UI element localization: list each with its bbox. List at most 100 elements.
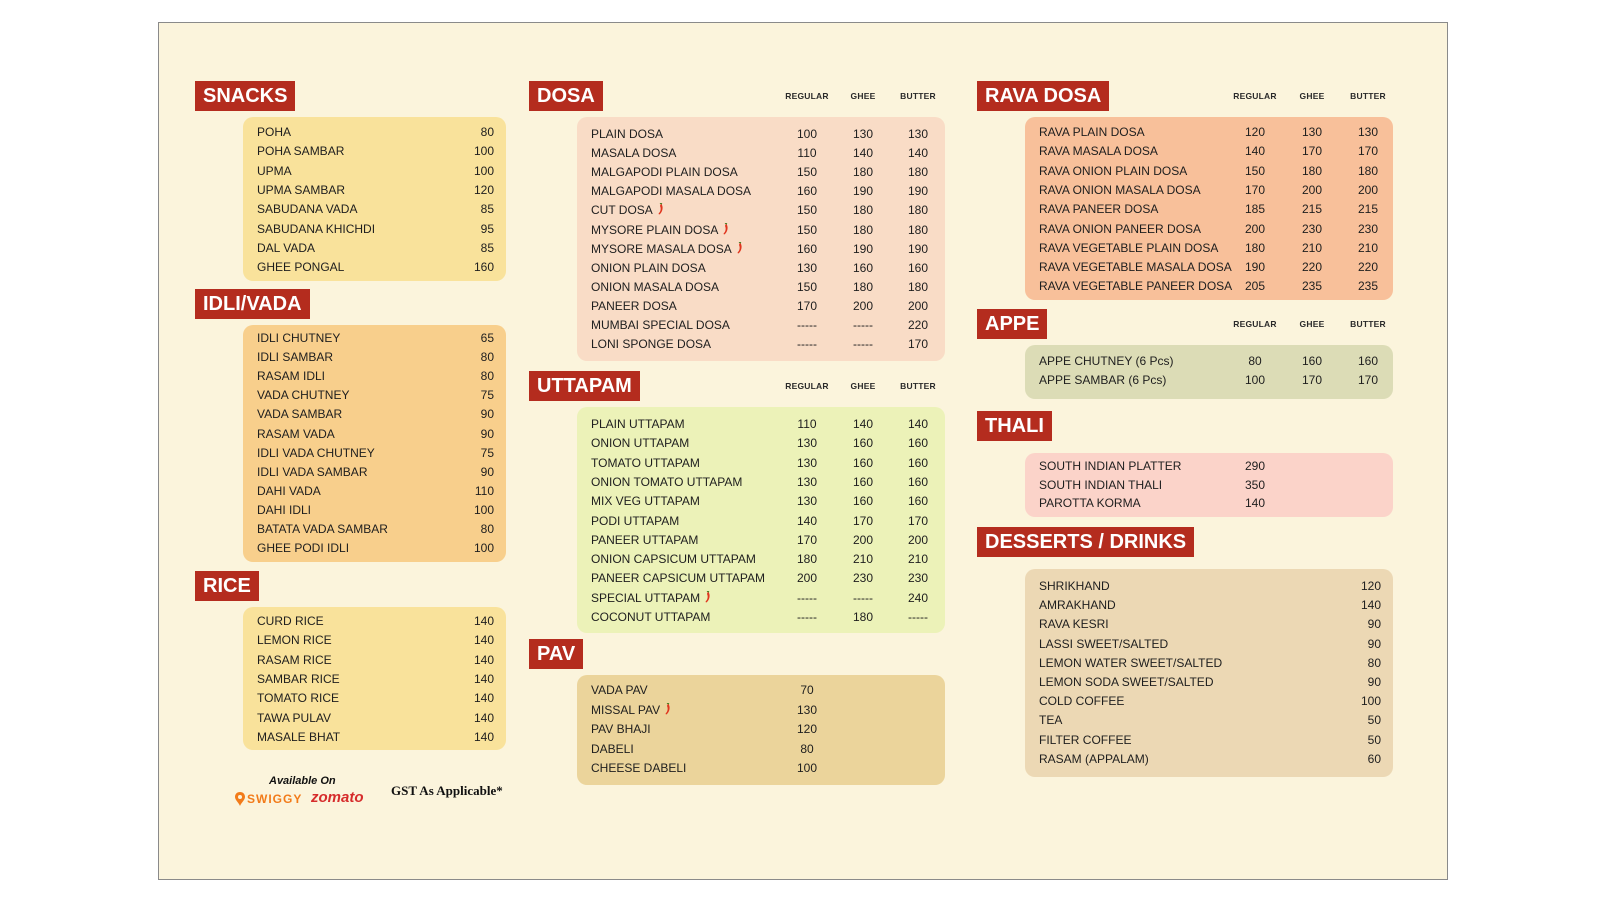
list-item: DAL VADA 85 — [243, 239, 506, 258]
item-name: PAV BHAJI — [591, 722, 651, 736]
swiggy-icon — [235, 792, 245, 811]
price-regular: 185 — [1244, 202, 1266, 217]
price-ghee: ----- — [853, 590, 873, 605]
item-name: LEMON WATER SWEET/SALTED — [1039, 655, 1223, 670]
item-name: TAWA PULAV — [257, 710, 332, 725]
item-name-wrap: RAVA ONION PLAIN DOSA — [1039, 162, 1187, 181]
price-ghee: 130 — [852, 127, 874, 141]
item-price: 85 — [480, 240, 494, 255]
list-item: MYSORE PLAIN DOSA 150 180 180 — [577, 221, 945, 240]
gst-note: GST As Applicable* — [391, 783, 503, 798]
price-ghee: 180 — [852, 222, 874, 237]
item-name: IDLI CHUTNEY — [257, 331, 341, 345]
price-butter: 180 — [907, 165, 929, 180]
item-name: DABELI — [591, 741, 634, 756]
price-regular: 170 — [1244, 182, 1266, 197]
price-butter: 220 — [907, 318, 929, 332]
list-item: RASAM VADA 90 — [243, 425, 506, 444]
price-regular: 150 — [796, 222, 818, 237]
item-name: FILTER COFFEE — [1039, 732, 1132, 747]
list-item: PAROTTA KORMA 140 — [1025, 494, 1393, 513]
uttapam-col-regular: REGULAR — [785, 381, 829, 391]
price-butter: 160 — [1357, 354, 1379, 368]
item-name-wrap: MYSORE PLAIN DOSA — [591, 221, 729, 240]
item-name-wrap: RAVA VEGETABLE PLAIN DOSA — [1039, 239, 1218, 258]
item-name-wrap: RAVA MASALA DOSA — [1039, 142, 1158, 161]
list-item: ONION CAPSICUM UTTAPAM 180 210 210 — [577, 550, 945, 569]
item-name-wrap: PLAIN UTTAPAM — [591, 415, 685, 434]
rava-dosa-header: RAVA DOSA — [977, 81, 1110, 111]
item-name: LASSI SWEET/SALTED — [1039, 636, 1169, 651]
list-item: MALGAPODI PLAIN DOSA 150 180 180 — [577, 163, 945, 182]
item-price: 140 — [473, 729, 494, 744]
list-item: RAVA VEGETABLE MASALA DOSA 190 220 220 — [1025, 258, 1393, 277]
dosa-list: PLAIN DOSA 100 130 130 MASALA DOSA 110 140 140 M… — [577, 117, 945, 361]
item-price: 60 — [1367, 751, 1381, 766]
item-name: APPE CHUTNEY (6 Pcs) — [1039, 354, 1174, 368]
price-butter: 230 — [1357, 221, 1379, 236]
chili-icon — [722, 221, 729, 234]
item-name: CHEESE DABELI — [591, 761, 687, 775]
price-ghee: 230 — [1301, 221, 1323, 236]
price-ghee: 210 — [852, 552, 874, 567]
item-price: 90 — [1367, 617, 1381, 632]
list-item: ONION MASALA DOSA 150 180 180 — [577, 278, 945, 297]
price-ghee: ----- — [853, 318, 873, 332]
price-butter: 160 — [907, 455, 929, 470]
price-ghee: 200 — [1301, 182, 1323, 197]
item-price: 140 — [473, 652, 494, 667]
list-item: RAVA ONION MASALA DOSA 170 200 200 — [1025, 181, 1393, 200]
item-price: 95 — [480, 221, 494, 236]
item-name: MASALE BHAT — [257, 729, 341, 744]
list-item: MUMBAI SPECIAL DOSA ----- ----- 220 — [577, 316, 945, 335]
price-ghee: 160 — [852, 474, 874, 489]
rice-header: RICE — [195, 571, 259, 601]
list-item: SPECIAL UTTAPAM ----- ----- 240 — [577, 589, 945, 608]
list-item: PANEER UTTAPAM 170 200 200 — [577, 531, 945, 550]
item-price: 140 — [1360, 598, 1381, 613]
item-name-wrap: TOMATO UTTAPAM — [591, 454, 700, 473]
item-price: 85 — [480, 202, 494, 217]
item-name-wrap: RAVA PLAIN DOSA — [1039, 123, 1145, 142]
item-price: 75 — [480, 388, 494, 403]
item-name: IDLI VADA SAMBAR — [257, 464, 368, 479]
appe-col-ghee: GHEE — [1299, 319, 1325, 329]
price-ghee: 160 — [852, 260, 874, 275]
price-regular: ----- — [797, 590, 817, 605]
price-regular: ----- — [797, 318, 817, 332]
price-ghee: ----- — [853, 337, 873, 352]
item-name: UPMA SAMBAR — [257, 182, 346, 197]
price-ghee: 170 — [1301, 373, 1323, 387]
price-ghee: 170 — [1301, 144, 1323, 159]
item-name-wrap: ONION CAPSICUM UTTAPAM — [591, 550, 756, 569]
item-name: RAVA KESRI — [1039, 617, 1109, 632]
price-ghee: 170 — [852, 513, 874, 528]
item-name-wrap: RAVA ONION PANEER DOSA — [1039, 220, 1201, 239]
chili-icon — [736, 241, 743, 254]
price-ghee: 230 — [852, 571, 874, 586]
item-name-wrap: SPECIAL UTTAPAM — [591, 589, 711, 608]
price-butter: 180 — [907, 203, 929, 218]
list-item: APPE CHUTNEY (6 Pcs) 80 160 160 — [1025, 352, 1393, 371]
list-item: PAV BHAJI 120 — [577, 720, 945, 739]
item-name: MASALA DOSA — [591, 146, 677, 161]
item-price: 90 — [1367, 636, 1381, 651]
item-name: RAVA VEGETABLE PLAIN DOSA — [1039, 240, 1219, 255]
item-price: 100 — [473, 541, 494, 556]
dosa-col-regular: REGULAR — [785, 91, 829, 101]
item-name: ONION PLAIN DOSA — [591, 260, 706, 275]
list-item: RAVA KESRI 90 — [1025, 615, 1393, 634]
item-name-wrap: ONION PLAIN DOSA — [591, 259, 706, 278]
list-item: LONI SPONGE DOSA ----- ----- 170 — [577, 335, 945, 354]
list-item: DAHI IDLI 100 — [243, 501, 506, 520]
swiggy-logo: SWIGGY — [247, 792, 303, 806]
item-name-wrap: PLAIN DOSA — [591, 125, 663, 144]
item-name: PANEER UTTAPAM — [591, 532, 699, 547]
price-ghee: 160 — [852, 494, 874, 509]
item-name: GHEE PODI IDLI — [257, 541, 350, 556]
item-price: 50 — [1367, 732, 1381, 747]
item-price: 100 — [796, 761, 818, 775]
price-butter: 210 — [1357, 240, 1379, 255]
item-price: 140 — [473, 633, 494, 648]
item-name: PAROTTA KORMA — [1039, 496, 1141, 510]
